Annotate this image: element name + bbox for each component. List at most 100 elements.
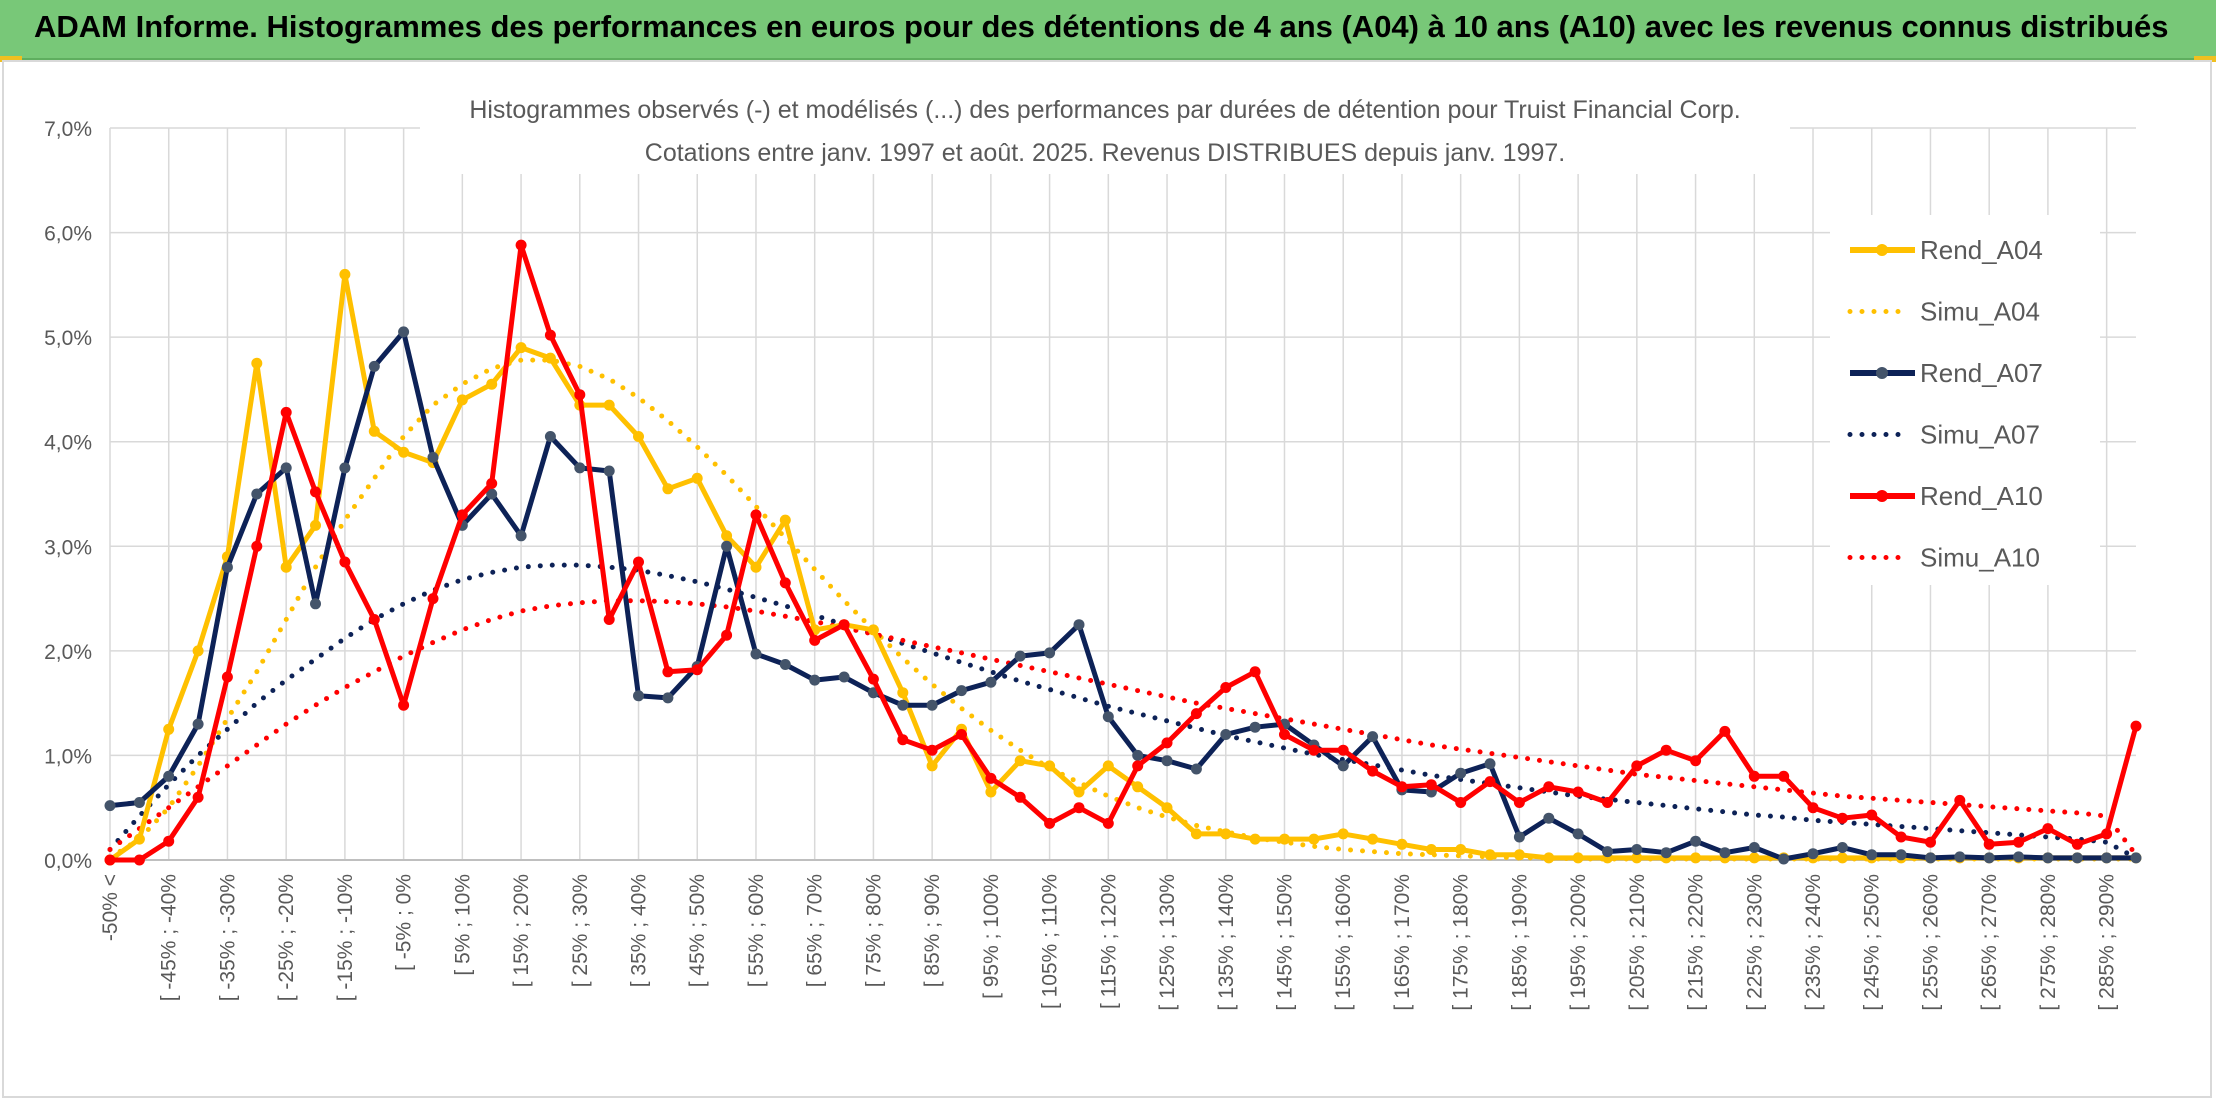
data-point [1895, 831, 1907, 843]
legend-label: Simu_A04 [1920, 297, 2040, 327]
x-tick-label: [ -35% ; -30% [216, 874, 239, 1001]
legend-item: Rend_A10 [1850, 481, 2043, 511]
y-tick-label: 2,0% [44, 641, 92, 664]
series-line [107, 562, 2139, 861]
series-Rend_A10 [104, 239, 2142, 866]
data-point [133, 854, 145, 866]
x-tick-label: [ 145% ; 150% [1273, 874, 1296, 1011]
data-point [750, 561, 762, 573]
data-point [1073, 802, 1085, 814]
data-point [662, 483, 674, 495]
x-tick-label: [ 255% ; 260% [1919, 874, 1942, 1011]
series-Simu_A07 [107, 562, 2139, 861]
x-tick-label: [ 45% ; 50% [686, 874, 709, 987]
data-point [515, 342, 527, 354]
x-tick-label: [ 195% ; 200% [1567, 874, 1590, 1011]
data-point [838, 671, 850, 683]
data-point [251, 488, 263, 500]
legend-label: Rend_A10 [1920, 481, 2043, 511]
data-point [251, 357, 263, 369]
series-line [107, 357, 2139, 862]
data-point [192, 791, 204, 803]
data-point [633, 431, 644, 442]
data-point [2130, 720, 2142, 732]
data-point [985, 676, 997, 688]
data-point [221, 561, 233, 573]
data-point [1631, 844, 1643, 855]
x-tick-label: [ 265% ; 270% [1978, 874, 2001, 1011]
x-tick-label: [ 75% ; 80% [862, 874, 885, 987]
data-point [1308, 744, 1320, 756]
data-point [1778, 853, 1790, 865]
legend-label: Simu_A10 [1920, 543, 2040, 573]
data-point [750, 509, 762, 521]
legend-item: Simu_A10 [1847, 543, 2040, 573]
legend-marker [1876, 244, 1888, 256]
data-point [603, 399, 615, 411]
chart-subtitle: Cotations entre janv. 1997 et août. 2025… [645, 139, 1565, 167]
data-point [427, 451, 439, 463]
legend-label: Rend_A07 [1920, 358, 2043, 388]
data-point [1836, 852, 1848, 864]
data-point [1572, 786, 1584, 798]
x-tick-label: [ 225% ; 230% [1743, 874, 1766, 1011]
data-point [603, 465, 615, 477]
data-point [2071, 852, 2083, 864]
data-point [1132, 749, 1144, 761]
data-point [1836, 842, 1848, 853]
data-point [1102, 711, 1114, 723]
data-point [809, 634, 821, 646]
data-point [133, 833, 145, 845]
series-line [110, 242, 2139, 863]
data-point [2071, 838, 2083, 850]
legend-item: Simu_A04 [1847, 297, 2040, 327]
x-tick-label: [ 55% ; 60% [745, 874, 768, 987]
data-point [1073, 619, 1085, 631]
y-tick-label: 6,0% [44, 223, 92, 246]
data-point [809, 674, 821, 686]
data-point [1983, 838, 1995, 850]
data-point [721, 530, 733, 542]
data-point [1367, 833, 1379, 845]
data-point [1925, 836, 1936, 848]
data-point [1748, 842, 1760, 853]
data-point [1513, 831, 1525, 843]
x-tick-label: [ 275% ; 280% [2037, 874, 2060, 1011]
data-point [1572, 852, 1584, 864]
data-point [1455, 844, 1467, 855]
data-point [985, 772, 997, 784]
data-point [1513, 849, 1525, 861]
data-point [1954, 794, 1966, 806]
series-Rend_A07 [104, 326, 2142, 865]
data-point [897, 687, 909, 699]
y-tick-label: 0,0% [44, 850, 92, 873]
data-point [897, 699, 909, 711]
x-tick-label: [ -5% ; 0% [393, 874, 416, 971]
data-point [1631, 760, 1643, 772]
data-point [163, 723, 175, 735]
title-backdrop [420, 86, 1790, 174]
data-point [574, 389, 586, 401]
data-point [515, 239, 527, 251]
data-point [544, 431, 556, 442]
data-point [221, 671, 233, 683]
data-point [1161, 802, 1173, 814]
data-point [1190, 828, 1202, 840]
data-point [1044, 647, 1056, 659]
data-point [1866, 849, 1878, 861]
x-tick-label: [ 155% ; 160% [1332, 874, 1355, 1011]
data-point [750, 648, 762, 660]
data-point [310, 519, 321, 531]
data-point [1337, 828, 1349, 840]
series-line [109, 329, 2136, 862]
x-tick-label: [ -15% ; -10% [334, 874, 357, 1001]
data-point [1102, 760, 1114, 772]
y-tick-label: 3,0% [44, 536, 92, 559]
x-tick-label: [ -45% ; -40% [158, 874, 181, 1001]
data-point [2042, 852, 2054, 864]
x-tick-label: [ 85% ; 90% [921, 874, 944, 987]
data-point [1660, 847, 1672, 859]
data-point [544, 352, 556, 364]
data-point [1513, 797, 1525, 808]
data-point [1073, 786, 1085, 798]
